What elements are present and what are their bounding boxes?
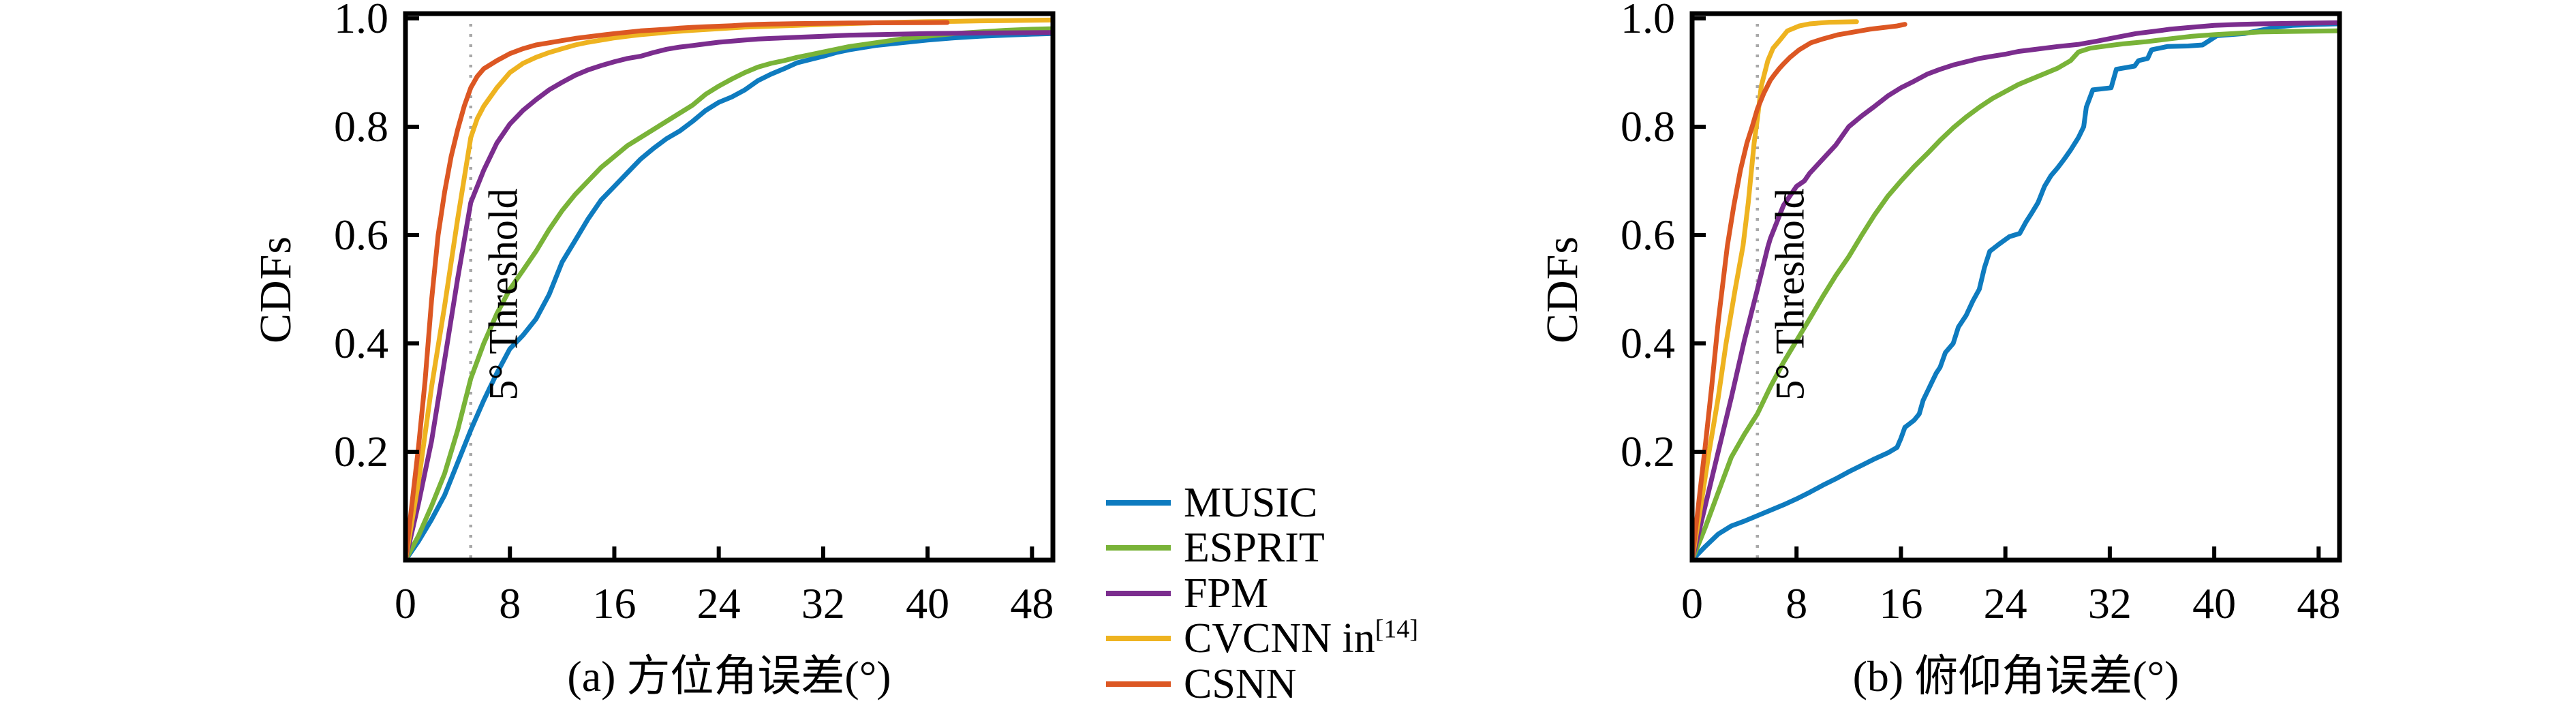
series-curve-music <box>1689 21 2340 563</box>
threshold-label-elevation: 5° Threshold <box>1767 188 1813 401</box>
y-tick-label: 0.4 <box>334 319 388 367</box>
y-tick-label: 0.8 <box>1621 102 1675 151</box>
x-tick-label: 48 <box>1010 579 1054 628</box>
series-curve-csnn <box>1689 22 1907 563</box>
series-curve-fpm <box>403 30 1056 563</box>
x-tick-label: 24 <box>1983 579 2027 628</box>
y-tick-label: 1.0 <box>334 0 388 42</box>
x-tick-label: 8 <box>1785 579 1808 628</box>
plot-box <box>1689 11 2342 563</box>
series-curve-esprit <box>1689 28 2340 563</box>
y-tick-label: 0.8 <box>334 102 388 151</box>
x-tick-label: 16 <box>1879 579 1923 628</box>
y-tick-label: 1.0 <box>1621 0 1675 42</box>
series-curve-cvcnn <box>1689 19 1859 563</box>
x-tick-label: 16 <box>592 579 637 628</box>
x-tick-label: 0 <box>1681 579 1703 628</box>
series-curve-music <box>403 31 1056 563</box>
y-tick-label: 0.6 <box>334 211 388 259</box>
caption-elevation: (b) 俯仰角误差(°) <box>1852 652 2179 700</box>
x-tick-label: 24 <box>696 579 741 628</box>
y-tick-label: 0.4 <box>1621 319 1675 367</box>
caption-azimuth: (a) 方位角误差(°) <box>567 652 891 700</box>
x-tick-label: 48 <box>2297 579 2341 628</box>
y-tick-label: 0.2 <box>334 427 388 476</box>
x-tick-label: 0 <box>395 579 416 628</box>
threshold-label-azimuth: 5° Threshold <box>480 188 526 401</box>
plot-box <box>403 11 1056 563</box>
x-tick-label: 32 <box>801 579 845 628</box>
x-tick-label: 40 <box>906 579 950 628</box>
x-tick-label: 8 <box>499 579 521 628</box>
x-tick-label: 32 <box>2087 579 2132 628</box>
series-curve-fpm <box>1689 20 2340 563</box>
series-curve-esprit <box>403 26 1056 563</box>
y-tick-label: 0.2 <box>1621 427 1675 476</box>
series-curve-csnn <box>403 20 950 563</box>
y-tick-label: 0.6 <box>1621 211 1675 259</box>
x-tick-label: 40 <box>2192 579 2237 628</box>
